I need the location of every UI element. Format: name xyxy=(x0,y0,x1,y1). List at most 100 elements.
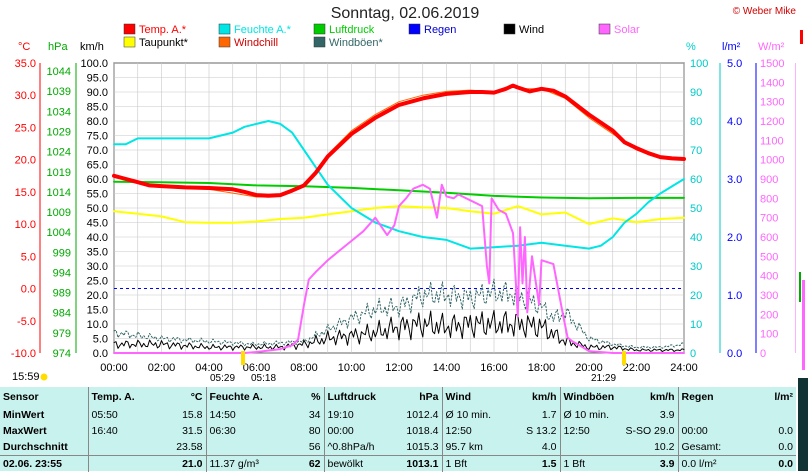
speed-tick-label: 10.0 xyxy=(87,319,108,331)
table-cell: Ø 10 min. xyxy=(560,407,622,423)
solar-tick-label: 1200 xyxy=(760,116,784,128)
table-cell: MaxWert xyxy=(0,423,88,439)
table-cell: ^0.8hPa/h xyxy=(324,439,386,456)
x-tick-label: 00:00 xyxy=(100,362,128,374)
rain-tick-label: 0.0 xyxy=(727,348,742,360)
legend-swatch xyxy=(599,24,610,34)
legend-label: Regen xyxy=(424,24,456,36)
hum-tick-label: 10 xyxy=(690,319,702,331)
table-header-cell: l/m² xyxy=(740,387,796,407)
right-edge-strip xyxy=(796,0,810,471)
table-cell: 1.5 xyxy=(504,456,560,472)
temp-unit: °C xyxy=(18,41,30,53)
press-tick-label: 1014 xyxy=(47,187,71,199)
strip-bar-green xyxy=(799,272,801,302)
speed-unit: km/h xyxy=(80,41,104,53)
legend-label: Luftdruck xyxy=(329,24,375,36)
table-cell: 1018.4 xyxy=(386,423,442,439)
solar-tick-label: 1000 xyxy=(760,155,784,167)
press-tick-label: 1044 xyxy=(47,66,71,78)
table-cell: 05:50 xyxy=(88,407,150,423)
hum-tick-label: 80 xyxy=(690,116,702,128)
temp-tick-label: -5.0 xyxy=(17,316,36,328)
press-tick-label: 1004 xyxy=(47,227,71,239)
table-cell: 16:40 xyxy=(88,423,150,439)
table-header-cell: Luftdruck xyxy=(324,387,386,407)
press-tick-label: 989 xyxy=(53,288,71,300)
legend-label: Wind xyxy=(519,24,544,36)
x-tick-label: 10:00 xyxy=(338,362,366,374)
table-header-cell: km/h xyxy=(622,387,678,407)
solar-tick-label: 800 xyxy=(760,193,778,205)
table-cell: 1.7 xyxy=(504,407,560,423)
table-cell xyxy=(740,407,796,423)
table-cell: 3.9 xyxy=(622,456,678,472)
legend-swatch xyxy=(219,37,230,47)
press-tick-label: 1034 xyxy=(47,106,71,118)
press-tick-label: 1019 xyxy=(47,167,71,179)
sunset-marker-icon xyxy=(622,351,626,365)
table-cell: 06:30 xyxy=(206,423,268,439)
solar-unit: W/m² xyxy=(758,41,785,53)
solar-tick-label: 1100 xyxy=(760,135,784,147)
table-cell: 1013.1 xyxy=(386,456,442,472)
temp-tick-label: 30.0 xyxy=(15,90,36,102)
solar-tick-label: 1400 xyxy=(760,77,784,89)
speed-tick-label: 15.0 xyxy=(87,305,108,317)
temp-tick-label: 0.0 xyxy=(21,284,36,296)
solar-tick-label: 700 xyxy=(760,213,778,225)
table-header-cell: Wind xyxy=(442,387,504,407)
table-cell: 02.06. 23:55 xyxy=(0,456,88,472)
speed-tick-label: 100.0 xyxy=(80,58,108,70)
table-cell: 1012.4 xyxy=(386,407,442,423)
table-header-cell: Temp. A. xyxy=(88,387,150,407)
table-cell: 14:50 xyxy=(206,407,268,423)
table-cell: S-SO 29.0 xyxy=(622,423,678,439)
table-cell xyxy=(560,439,622,456)
legend-swatch xyxy=(124,37,135,47)
speed-tick-label: 90.0 xyxy=(87,87,108,99)
sunrise-marker-icon xyxy=(241,351,245,365)
speed-tick-label: 30.0 xyxy=(87,261,108,273)
sunrise-time-2: 05:18 xyxy=(251,373,276,384)
table-header-cell: Regen xyxy=(678,387,740,407)
temp-tick-label: 15.0 xyxy=(15,187,36,199)
solar-tick-label: 300 xyxy=(760,290,778,302)
x-tick-label: 18:00 xyxy=(528,362,556,374)
press-tick-label: 979 xyxy=(53,328,71,340)
temp-tick-label: 5.0 xyxy=(21,251,36,263)
table-cell: 12:50 xyxy=(560,423,622,439)
temp-tick-label: 35.0 xyxy=(15,58,36,70)
x-tick-label: 02:00 xyxy=(148,362,176,374)
speed-tick-label: 75.0 xyxy=(87,131,108,143)
x-tick-label: 24:00 xyxy=(670,362,698,374)
speed-tick-label: 60.0 xyxy=(87,174,108,186)
hum-tick-label: 90 xyxy=(690,87,702,99)
hum-tick-label: 30 xyxy=(690,261,702,273)
press-unit: hPa xyxy=(48,41,68,53)
now-time: 15:59 xyxy=(12,371,40,383)
rain-tick-label: 2.0 xyxy=(727,232,742,244)
table-header-cell: Feuchte A. xyxy=(206,387,268,407)
press-tick-label: 974 xyxy=(53,348,71,360)
table-cell: 1 Bft xyxy=(560,456,622,472)
temp-tick-label: 25.0 xyxy=(15,122,36,134)
press-tick-label: 1039 xyxy=(47,86,71,98)
table-cell: 23.58 xyxy=(150,439,206,456)
table-cell: 3.9 xyxy=(622,407,678,423)
table-header-cell: km/h xyxy=(504,387,560,407)
table-cell: MinWert xyxy=(0,407,88,423)
press-tick-label: 1024 xyxy=(47,147,71,159)
legend-label: Taupunkt* xyxy=(139,37,189,49)
sunset-time: 21:29 xyxy=(591,373,616,384)
table-cell xyxy=(206,439,268,456)
strip-bar-dark xyxy=(798,378,808,471)
table-cell: 12:50 xyxy=(442,423,504,439)
table-cell: 56 xyxy=(268,439,324,456)
solar-tick-label: 100 xyxy=(760,329,778,341)
speed-tick-label: 95.0 xyxy=(87,73,108,85)
hum-tick-label: 70 xyxy=(690,145,702,157)
